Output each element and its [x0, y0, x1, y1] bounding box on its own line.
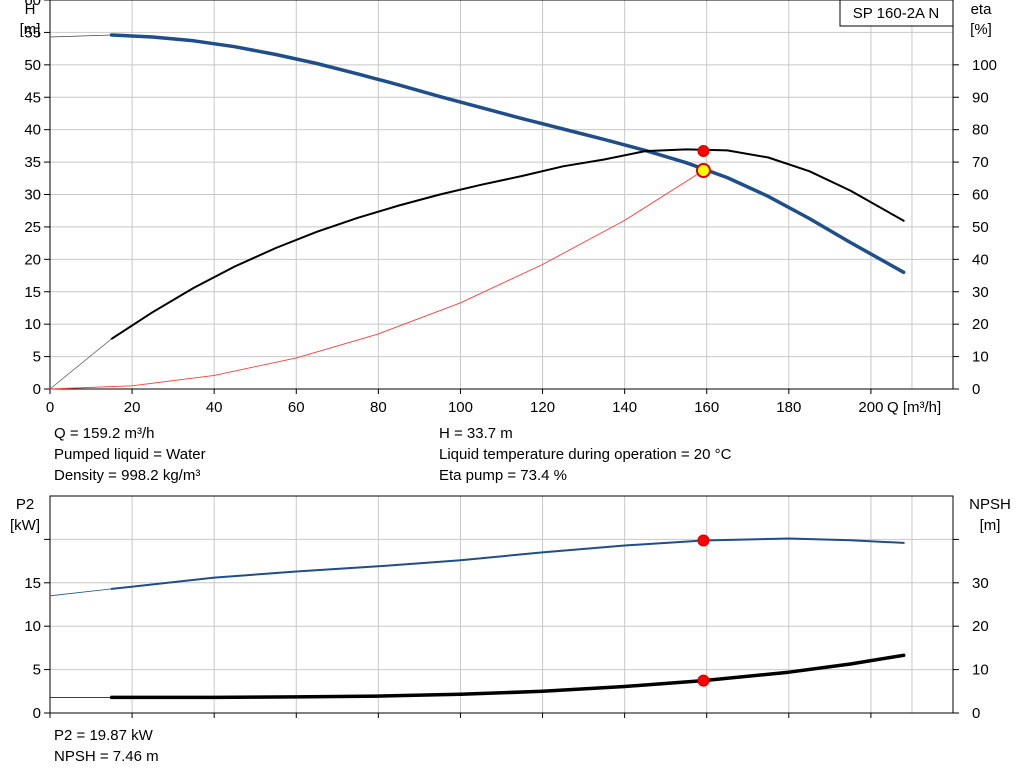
y-right-tick-label: 100	[972, 57, 997, 74]
pump-label: SP 160-2A N	[853, 5, 939, 22]
y-left-tick-label: 15	[24, 284, 41, 301]
series-p2	[110, 537, 905, 590]
y-right-tick-label: 0	[972, 705, 980, 722]
y-right-tick-label: 10	[972, 662, 989, 679]
series-h-extrapolated	[49, 34, 112, 38]
x-tick-label: 80	[370, 399, 387, 416]
y-left-axis-unit: [kW]	[10, 517, 40, 534]
y-right-tick-label: 10	[972, 349, 989, 366]
y-left-axis-label: H	[25, 1, 36, 18]
head-readout: H = 33.7 m	[439, 425, 513, 442]
y-left-tick-label: 25	[24, 219, 41, 236]
y-left-tick-label: 60	[24, 0, 41, 9]
y-right-tick-label: 0	[972, 381, 980, 398]
x-tick-label: 160	[694, 399, 719, 416]
y-left-tick-label: 30	[24, 187, 41, 204]
y-left-axis-label: P2	[16, 496, 34, 513]
y-left-tick-label: 35	[24, 154, 41, 171]
y-left-tick-label: 5	[33, 349, 41, 366]
x-tick-label: 60	[288, 399, 305, 416]
y-left-tick-label: 10	[24, 316, 41, 333]
x-tick-label: 0	[46, 399, 54, 416]
x-tick-label: 140	[612, 399, 637, 416]
y-right-axis-unit: [%]	[970, 21, 992, 38]
y-left-tick-label: 5	[33, 662, 41, 679]
y-right-tick-label: 20	[972, 316, 989, 333]
plot-frame	[49, 495, 954, 714]
y-left-tick-label: 40	[24, 122, 41, 139]
y-left-tick-label: 0	[33, 705, 41, 722]
y-right-tick-label: 20	[972, 618, 989, 635]
duty-point-marker	[697, 674, 710, 687]
series-p2-extrapolated	[49, 588, 112, 597]
x-tick-label: 180	[776, 399, 801, 416]
y-right-tick-label: 90	[972, 89, 989, 106]
pump-label-box	[839, 0, 954, 27]
x-axis-unit-label: Q [m³/h]	[887, 399, 941, 416]
y-left-tick-label: 10	[24, 618, 41, 635]
p2-readout: P2 = 19.87 kW	[54, 727, 153, 744]
y-right-tick-label: 50	[972, 219, 989, 236]
y-right-axis-label: NPSH	[969, 496, 1011, 513]
y-right-tick-label: 60	[972, 187, 989, 204]
eta-pump-readout: Eta pump = 73.4 %	[439, 467, 567, 484]
y-left-tick-label: 15	[24, 575, 41, 592]
series-npsh	[109, 653, 906, 700]
series-h	[109, 33, 906, 275]
y-left-axis-unit: [m]	[20, 21, 41, 38]
y-right-tick-label: 70	[972, 154, 989, 171]
x-tick-label: 120	[530, 399, 555, 416]
series-system-curve	[49, 170, 704, 390]
series-eta	[110, 148, 905, 340]
x-tick-label: 200	[858, 399, 883, 416]
npsh-readout: NPSH = 7.46 m	[54, 748, 159, 765]
y-right-tick-label: 30	[972, 575, 989, 592]
density-readout: Density = 998.2 kg/m³	[54, 467, 201, 484]
y-left-tick-label: 20	[24, 251, 41, 268]
y-left-tick-label: 50	[24, 57, 41, 74]
series-eta-extrapolated	[49, 338, 112, 390]
operating-point-marker	[695, 163, 711, 179]
y-left-tick-label: 45	[24, 89, 41, 106]
y-right-axis-unit: [m]	[980, 517, 1001, 534]
y-left-tick-label: 55	[24, 24, 41, 41]
flow-readout: Q = 159.2 m³/h	[54, 425, 155, 442]
x-tick-label: 100	[448, 399, 473, 416]
x-tick-label: 40	[206, 399, 223, 416]
y-right-tick-label: 40	[972, 251, 989, 268]
duty-point-marker	[697, 145, 710, 158]
duty-point-marker	[697, 534, 710, 547]
liquid-temperature-readout: Liquid temperature during operation = 20…	[439, 446, 732, 463]
y-right-axis-label: eta	[971, 1, 993, 18]
y-left-tick-label: 0	[33, 381, 41, 398]
x-tick-label: 20	[124, 399, 141, 416]
pumped-liquid-readout: Pumped liquid = Water	[54, 446, 206, 463]
y-right-tick-label: 80	[972, 122, 989, 139]
y-right-tick-label: 30	[972, 284, 989, 301]
